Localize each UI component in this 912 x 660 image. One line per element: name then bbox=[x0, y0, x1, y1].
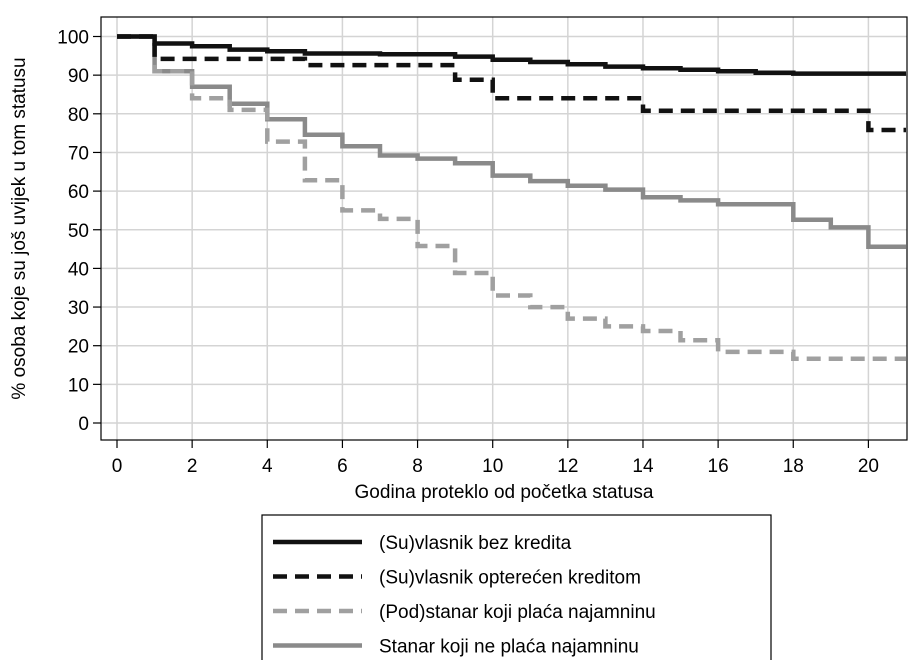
y-tick-label: 100 bbox=[57, 28, 89, 49]
y-tick-label: 10 bbox=[68, 375, 89, 396]
series-line bbox=[117, 34, 906, 362]
x-axis-label: Godina proteklo od početka statusa bbox=[355, 482, 654, 503]
legend-label: (Pod)stanar koji plaća najamninu bbox=[379, 602, 656, 623]
plot-frame bbox=[100, 16, 908, 441]
x-tick-label: 8 bbox=[412, 456, 423, 477]
legend-frame bbox=[261, 514, 772, 660]
x-tick-label: 18 bbox=[783, 456, 804, 477]
y-tick-label: 90 bbox=[68, 66, 89, 87]
grid-lines bbox=[101, 17, 907, 440]
y-tick-label: 60 bbox=[68, 182, 89, 203]
x-tick-label: 16 bbox=[708, 456, 729, 477]
x-tick-label: 14 bbox=[632, 456, 654, 477]
x-tick-label: 10 bbox=[482, 456, 503, 477]
y-tick-label: 70 bbox=[68, 143, 89, 164]
x-tick-label: 4 bbox=[262, 456, 273, 477]
legend-label: (Su)vlasnik opterećen kreditom bbox=[379, 568, 641, 589]
x-tick-label: 12 bbox=[557, 456, 578, 477]
y-tick-label: 30 bbox=[68, 298, 89, 319]
y-tick-label: 0 bbox=[78, 414, 89, 435]
legend: (Su)vlasnik bez kredita (Su)vlasnik opter… bbox=[261, 514, 772, 660]
x-tick-label: 0 bbox=[112, 456, 123, 477]
series-lines bbox=[117, 34, 906, 362]
y-tick-label: 80 bbox=[68, 105, 89, 126]
x-tick-label: 6 bbox=[337, 456, 348, 477]
x-tick-label: 20 bbox=[858, 456, 879, 477]
x-tick-label: 2 bbox=[187, 456, 198, 477]
axes: 0 10 20 30 40 50 60 70 80 90 100 0 2 4 6 8 10 12 14 16 18 20 bbox=[57, 16, 908, 477]
series-line bbox=[117, 34, 906, 76]
y-tick-label: 20 bbox=[68, 337, 89, 358]
y-tick-label: 50 bbox=[68, 221, 89, 242]
legend-label: Stanar koji ne plaća najamninu bbox=[379, 637, 639, 658]
y-tick-label: 40 bbox=[68, 259, 89, 280]
series-line bbox=[117, 34, 906, 133]
legend-label: (Su)vlasnik bez kredita bbox=[379, 533, 572, 554]
series-line bbox=[117, 34, 906, 250]
y-axis-label: % osoba koje su još uvijek u tom statusu bbox=[9, 57, 30, 399]
